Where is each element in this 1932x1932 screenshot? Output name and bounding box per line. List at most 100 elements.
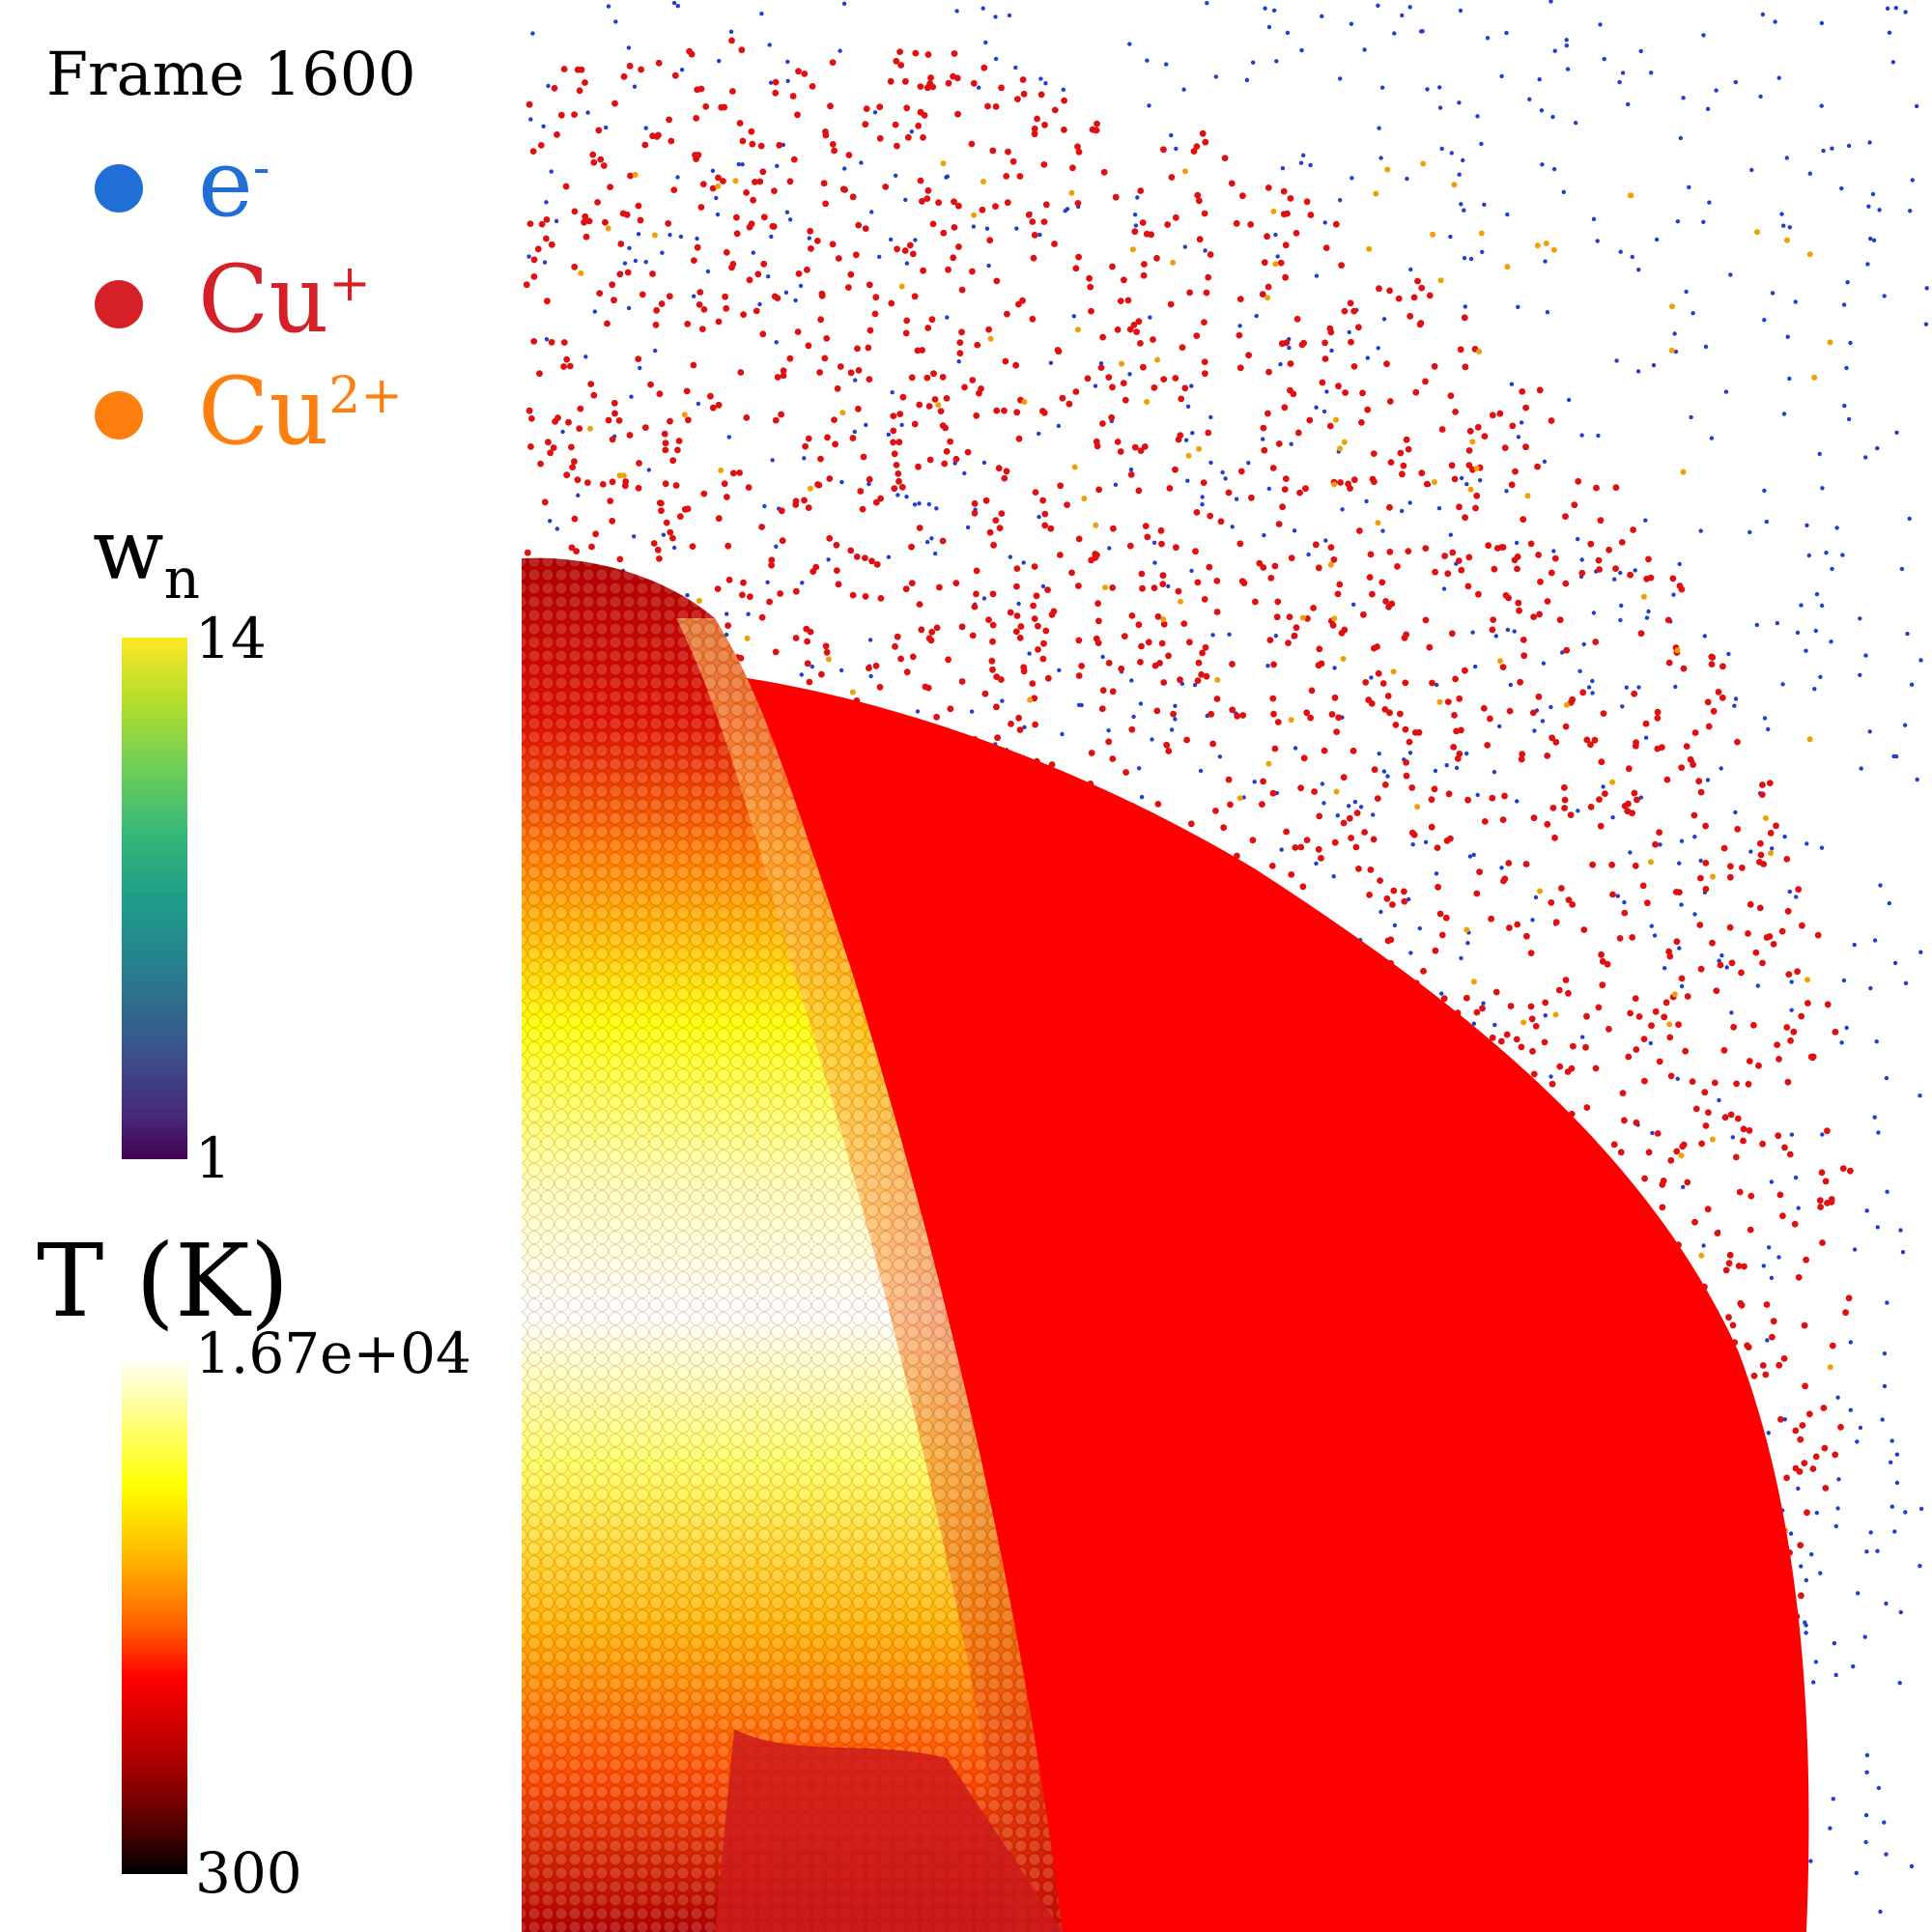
electron-particle (751, 250, 755, 255)
cu-plus-particle (1403, 772, 1410, 780)
cu-plus-particle (893, 462, 900, 469)
cu-plus-particle (1234, 712, 1241, 720)
cu-plus-particle (808, 245, 814, 252)
cu-plus-particle (638, 66, 644, 73)
cu-plus-particle (1275, 521, 1283, 527)
cu-2plus-particle (1327, 561, 1334, 568)
cu-plus-particle (1708, 661, 1716, 668)
cu-plus-particle (859, 505, 867, 513)
electron-particle (1830, 146, 1834, 151)
cu-plus-particle (662, 480, 669, 488)
cu-plus-particle (1249, 837, 1257, 844)
cu-plus-particle (1303, 198, 1311, 206)
electron-particle (1152, 560, 1157, 565)
cu-plus-particle (1279, 503, 1286, 511)
electron-particle (1423, 839, 1429, 844)
cu-plus-particle (524, 549, 531, 556)
cu-plus-particle (1405, 548, 1412, 554)
cu-plus-particle (1786, 1151, 1794, 1158)
electron-particle (1773, 19, 1777, 24)
cu-plus-particle (1746, 1126, 1753, 1134)
electron-particle (1794, 895, 1799, 899)
cu-plus-particle (1378, 579, 1386, 586)
electron-particle (838, 668, 844, 673)
cu-plus-particle (845, 284, 852, 291)
electron-particle (530, 31, 535, 36)
cu-plus-particle (1411, 729, 1419, 736)
electron-particle (1173, 717, 1178, 722)
cu-plus-particle (1264, 233, 1270, 241)
cu-plus-particle (986, 237, 994, 244)
cu-plus-particle (1798, 1012, 1805, 1020)
cu-plus-particle (563, 471, 571, 479)
cu-plus-particle (989, 621, 997, 629)
cu-2plus-particle (1185, 452, 1192, 459)
cu-plus-particle (1075, 637, 1083, 644)
cu-plus-particle (893, 57, 900, 65)
legend-electron-charge: - (252, 139, 270, 197)
cu-plus-particle (1702, 860, 1710, 867)
cu-plus-particle (1447, 392, 1455, 400)
cu-plus-particle (1345, 480, 1351, 488)
electron-particle (1793, 1175, 1799, 1180)
cu-plus-particle (890, 412, 897, 419)
cu-plus-particle (1032, 489, 1039, 496)
cu-plus-particle (973, 590, 980, 598)
cu-2plus-particle (632, 171, 639, 178)
cu-plus-particle (772, 416, 780, 424)
cu-plus-particle (729, 469, 737, 477)
cu-plus-particle (1139, 219, 1147, 226)
cu-plus-particle (1078, 663, 1085, 669)
electron-particle (1261, 437, 1265, 441)
electron-particle (1533, 895, 1539, 900)
cu-2plus-particle (1373, 190, 1379, 197)
electron-particle (1620, 704, 1625, 709)
cu-plus-particle (1044, 674, 1052, 682)
cu-plus-particle (1139, 584, 1146, 592)
cu-plus-particle (802, 442, 809, 450)
cu-plus-particle (1173, 544, 1179, 552)
cu-plus-particle (530, 273, 538, 280)
cu-plus-particle (1186, 639, 1193, 646)
cu-plus-particle (587, 381, 595, 387)
electron-particle (1351, 602, 1356, 607)
cu-plus-particle (581, 218, 587, 226)
cu-plus-particle (1406, 738, 1413, 746)
electron-particle (1726, 651, 1731, 657)
electron-particle (546, 83, 551, 89)
cu-plus-particle (1160, 146, 1167, 154)
cu-plus-particle (754, 270, 762, 278)
electron-particle (1839, 1040, 1844, 1045)
cu-plus-particle (1735, 1263, 1743, 1269)
cu-plus-particle (1013, 582, 1020, 590)
electron-particle (1537, 77, 1542, 82)
cu-plus-particle (1143, 230, 1151, 238)
cu-plus-particle (1625, 1053, 1633, 1061)
cu-2plus-particle (1534, 242, 1541, 249)
electron-particle (1679, 902, 1684, 907)
cu-plus-particle (1190, 148, 1198, 156)
cu-plus-particle (671, 71, 679, 79)
cu-plus-particle (723, 304, 730, 312)
cu-plus-particle (1616, 935, 1624, 942)
cu-plus-particle (906, 242, 914, 249)
cu-plus-particle (562, 183, 570, 190)
electron-particle (629, 394, 634, 399)
cu-plus-particle (621, 482, 629, 490)
cu-plus-particle (895, 439, 903, 446)
cu-2plus-particle (578, 270, 584, 276)
electron-particle (1679, 838, 1685, 843)
cu-plus-particle (939, 374, 947, 381)
cu-2plus-particle (987, 335, 994, 342)
electron-particle (1127, 372, 1132, 377)
cu-plus-particle (1479, 1005, 1486, 1012)
electron-particle (1856, 1591, 1861, 1596)
electron-particle (926, 501, 931, 507)
cu-plus-particle (537, 142, 545, 149)
cu-plus-particle (1364, 406, 1372, 413)
cu-plus-particle (794, 328, 802, 335)
cu-plus-particle (1451, 475, 1459, 483)
cu-plus-particle (901, 247, 909, 254)
cu-plus-particle (655, 59, 663, 67)
cu-plus-particle (626, 62, 634, 70)
